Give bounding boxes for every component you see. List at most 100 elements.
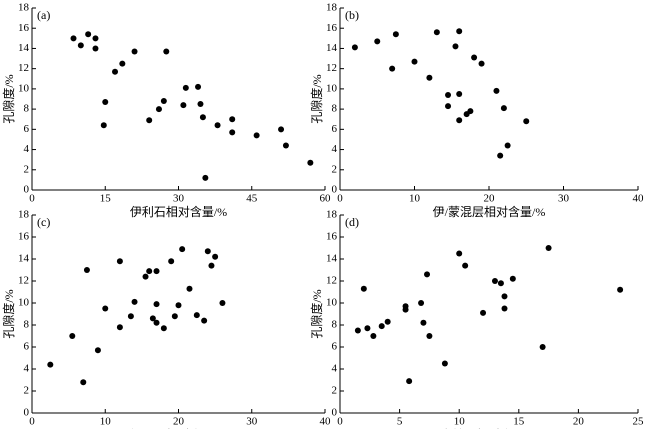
y-tick-label: 2 (332, 163, 338, 175)
point (402, 306, 409, 313)
point (384, 318, 391, 325)
x-tick-label: 25 (633, 416, 645, 428)
point (153, 268, 160, 275)
point (179, 246, 186, 253)
y-tick-label: 18 (326, 2, 338, 14)
y-tick-label: 18 (18, 209, 30, 221)
y-axis-label: 孔隙度/% (1, 289, 16, 338)
point (47, 361, 54, 368)
point (441, 360, 448, 367)
point (617, 286, 624, 293)
x-tick-label: 0 (337, 193, 343, 205)
point (131, 48, 138, 55)
point (199, 114, 206, 121)
x-tick-label: 0 (29, 416, 35, 428)
y-tick-label: 4 (24, 363, 30, 375)
point (307, 159, 314, 166)
point (539, 344, 546, 350)
y-tick-label: 8 (24, 103, 30, 115)
y-axis-label: 孔隙度/% (309, 289, 324, 338)
point (354, 327, 361, 334)
point (94, 347, 101, 354)
y-tick-label: 6 (332, 123, 338, 135)
point (193, 312, 200, 319)
point (351, 44, 358, 51)
point (364, 325, 371, 332)
x-tick-label: 10 (100, 416, 112, 428)
y-tick-label: 4 (24, 143, 30, 155)
point (480, 309, 487, 316)
x-tick-label: 60 (320, 193, 332, 205)
x-axis-label: 伊/蒙混层相对含量/% (433, 204, 546, 219)
point (456, 28, 463, 35)
x-tick-label: 40 (320, 416, 332, 428)
point (180, 102, 187, 109)
point (146, 268, 153, 275)
x-tick-label: 10 (409, 193, 421, 205)
panel-label: (c) (37, 215, 50, 229)
point (406, 378, 413, 385)
point (102, 305, 109, 312)
point (92, 45, 99, 52)
x-tick-label: 45 (246, 193, 258, 205)
point (116, 258, 123, 265)
point (426, 74, 433, 81)
point (112, 68, 119, 75)
point (85, 31, 92, 38)
y-tick-label: 18 (18, 2, 30, 14)
y-tick-label: 12 (326, 275, 337, 287)
point (278, 126, 285, 133)
x-tick-label: 20 (573, 416, 585, 428)
y-tick-label: 12 (18, 62, 29, 74)
point (149, 315, 156, 322)
x-tick-label: 30 (246, 416, 258, 428)
point (282, 142, 289, 149)
y-tick-label: 14 (18, 42, 30, 54)
point (197, 101, 204, 108)
point (168, 258, 175, 265)
point (83, 267, 90, 273)
x-axis-label: 高岭石相对含量/% (440, 427, 537, 429)
point (160, 325, 167, 332)
point (378, 323, 385, 330)
point (214, 122, 221, 129)
point (418, 300, 425, 306)
point (219, 300, 226, 306)
y-tick-label: 10 (18, 297, 30, 309)
point (501, 305, 508, 312)
y-tick-label: 2 (24, 163, 30, 175)
y-tick-label: 10 (18, 82, 30, 94)
point (426, 333, 433, 339)
point (102, 99, 109, 106)
point (497, 152, 504, 159)
x-axis-label: 绿泥石相对含量/% (130, 427, 227, 429)
point (424, 271, 431, 278)
point (160, 98, 167, 105)
point (127, 313, 134, 320)
point (500, 105, 507, 112)
point (142, 273, 149, 280)
panel-label: (a) (37, 8, 50, 22)
y-tick-label: 16 (326, 231, 338, 243)
x-tick-label: 0 (29, 193, 35, 205)
point (370, 333, 377, 339)
point (445, 91, 452, 98)
y-tick-label: 8 (332, 319, 338, 331)
point (155, 106, 162, 113)
point (69, 333, 76, 339)
y-tick-label: 16 (18, 231, 30, 243)
point (392, 31, 399, 38)
point (456, 250, 463, 257)
point (411, 58, 418, 65)
point (360, 285, 367, 292)
point (478, 60, 485, 67)
x-tick-label: 5 (397, 416, 403, 428)
point (195, 83, 202, 90)
point (497, 280, 504, 287)
y-tick-label: 0 (24, 407, 30, 419)
y-tick-label: 6 (24, 123, 30, 135)
point (229, 116, 236, 123)
y-tick-label: 12 (18, 275, 29, 287)
point (131, 298, 138, 305)
panel-label: (d) (345, 215, 359, 229)
